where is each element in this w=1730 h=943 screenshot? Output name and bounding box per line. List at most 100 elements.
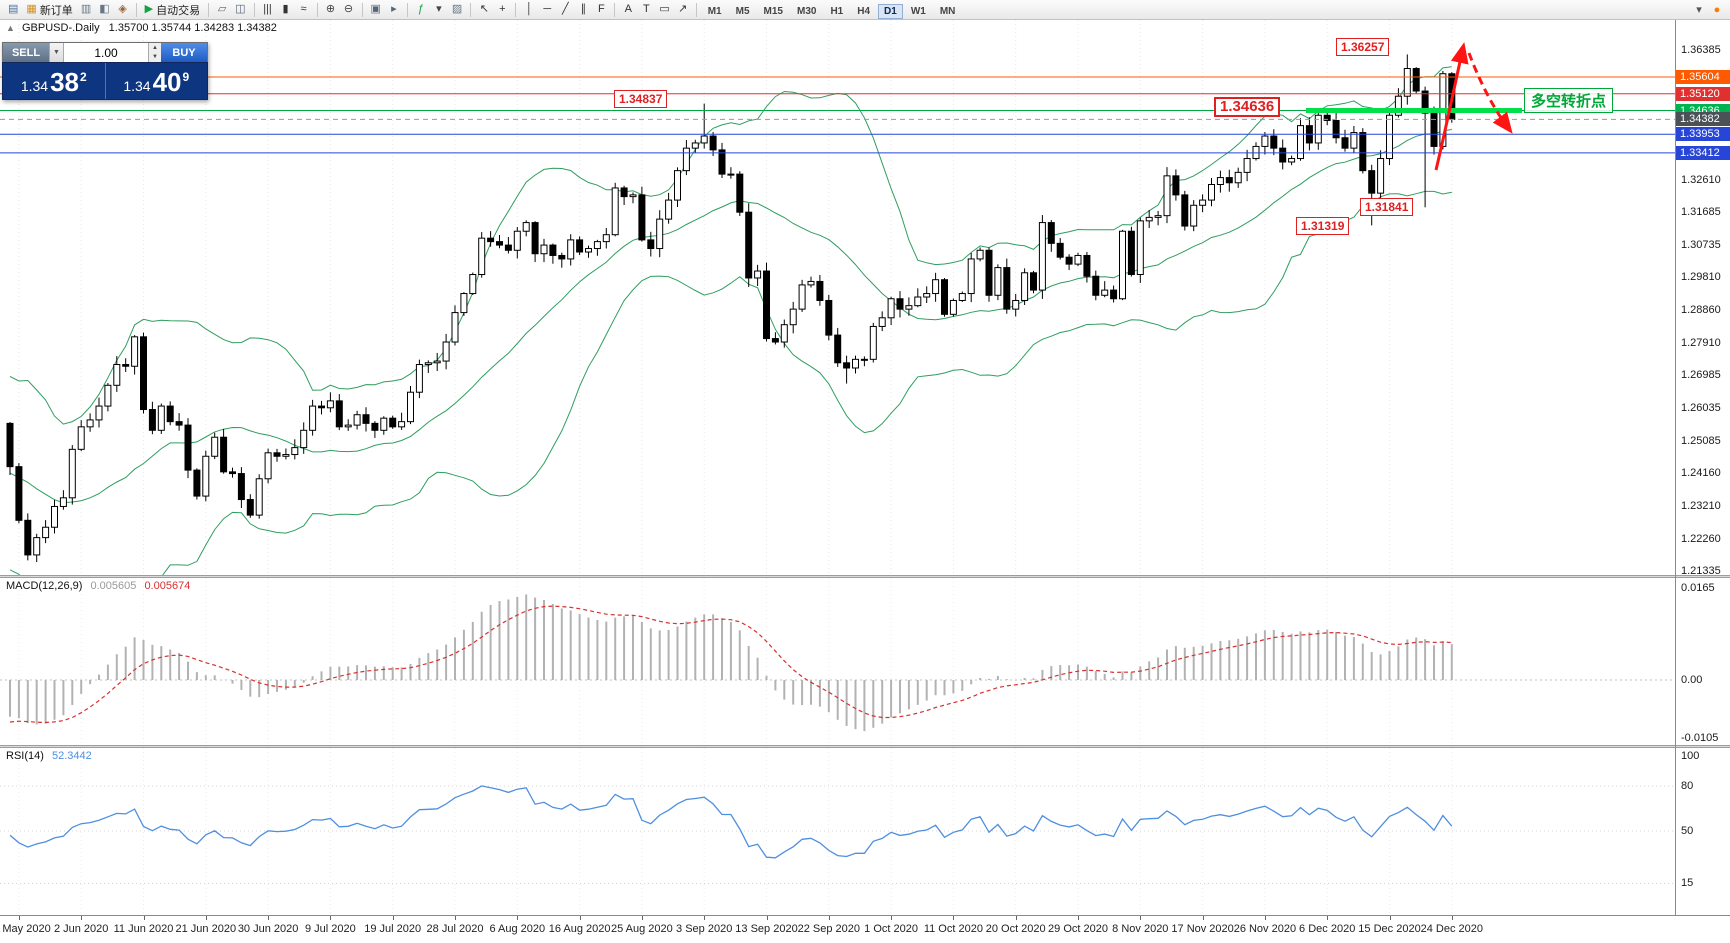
date-label[interactable]: 20 Oct 2020: [985, 923, 1046, 935]
horizontal-line-icon[interactable]: ─: [538, 1, 556, 18]
date-label[interactable]: 1 Oct 2020: [864, 923, 919, 935]
toolbar-separator: [470, 2, 472, 17]
community-icon[interactable]: ●: [1713, 3, 1721, 16]
cursor-icon[interactable]: ↖: [475, 1, 493, 18]
candlestick-chart-type-icon[interactable]: ▮: [277, 1, 295, 18]
chart-shift-icon[interactable]: ▸: [385, 1, 403, 18]
arrows-tool-icon[interactable]: ↗: [674, 1, 692, 18]
date-label[interactable]: 6 Dec 2020: [1299, 923, 1356, 935]
date-label[interactable]: 24 Dec 2020: [1420, 923, 1483, 935]
label-tool-icon[interactable]: T: [637, 1, 655, 18]
channel-icon[interactable]: ∥: [574, 1, 592, 18]
market-watch-icon[interactable]: ◧: [95, 1, 113, 18]
date-label[interactable]: 3 Sep 2020: [676, 923, 733, 935]
indicators-icon[interactable]: ƒ: [412, 1, 430, 18]
sell-button[interactable]: SELL: [3, 43, 49, 62]
up-arrow-annotation[interactable]: [1434, 42, 1469, 171]
candlestick-chart-type-icon: ▮: [282, 3, 289, 15]
price-axis[interactable]: 1.36385 1.32610 1.31685 1.30735 1.29810 1.288…: [1676, 20, 1730, 577]
price-callout[interactable]: 1.31319: [1296, 217, 1350, 235]
fibonacci-icon[interactable]: F: [592, 1, 610, 18]
volume-stepper[interactable]: ▲ ▼: [148, 43, 161, 62]
ask-price[interactable]: 1.34 40 9: [106, 63, 208, 99]
date-label[interactable]: 15 Dec 2020: [1358, 923, 1421, 935]
volume-up-icon[interactable]: ▲: [149, 43, 161, 53]
text-tool-icon[interactable]: A: [619, 1, 637, 18]
timeframe-mn[interactable]: MN: [939, 5, 956, 17]
date-label[interactable]: 9 Jul 2020: [305, 923, 356, 935]
date-label[interactable]: 17 Nov 2020: [1171, 923, 1234, 935]
rsi-axis[interactable]: 100 80 50 15: [1676, 748, 1730, 915]
date-label[interactable]: 11 Oct 2020: [923, 923, 983, 935]
date-label[interactable]: 21 Jun 2020: [175, 923, 237, 935]
date-label[interactable]: 16 Aug 2020: [548, 923, 611, 935]
date-label[interactable]: 25 Aug 2020: [610, 923, 673, 935]
bid-price[interactable]: 1.34 38 2: [3, 63, 106, 99]
zoom-out-icon[interactable]: ⊖: [340, 1, 358, 18]
date-label[interactable]: 19 Jul 2020: [364, 923, 422, 935]
order-type-dropdown[interactable]: ▼: [49, 43, 64, 62]
timeframe-m15[interactable]: M15: [763, 5, 783, 17]
rsi-panel[interactable]: [0, 748, 1675, 915]
line-chart-type-icon[interactable]: ≈: [295, 1, 313, 18]
timeframe-d1[interactable]: D1: [878, 3, 903, 19]
vertical-line-icon[interactable]: │: [520, 1, 538, 18]
buy-button[interactable]: BUY: [161, 43, 207, 62]
date-label[interactable]: 11 Jun 2020: [113, 923, 174, 935]
candlestick-series: [6, 54, 1456, 563]
timeframe-m1[interactable]: M1: [707, 5, 722, 17]
oneclick-collapse-icon[interactable]: ▲: [6, 23, 15, 33]
panel-separator[interactable]: [0, 745, 1730, 748]
price-callout[interactable]: 1.31841: [1360, 198, 1414, 216]
alerts-dropdown-icon[interactable]: ▾: [1696, 4, 1702, 16]
down-arrow-annotation[interactable]: [1467, 52, 1513, 134]
date-label[interactable]: 22 May 2020: [0, 923, 51, 935]
price-callout[interactable]: 1.34636: [1214, 97, 1281, 117]
tile-windows-icon[interactable]: ◫: [231, 1, 249, 18]
date-label[interactable]: 13 Sep 2020: [735, 923, 798, 935]
macd-panel[interactable]: [0, 578, 1675, 745]
date-label[interactable]: 22 Sep 2020: [797, 923, 860, 935]
rsi-axis-label: 80: [1681, 779, 1694, 792]
auto-scroll-icon[interactable]: ▣: [367, 1, 385, 18]
shapes-tool-icon[interactable]: ▭: [655, 1, 673, 18]
trendline-icon[interactable]: ╱: [556, 1, 574, 18]
timeframe-m5[interactable]: M5: [735, 5, 750, 17]
cascade-windows-icon[interactable]: ▱: [213, 1, 231, 18]
timeframe-w1[interactable]: W1: [910, 5, 926, 17]
time-tick: [143, 916, 145, 920]
zoom-in-icon[interactable]: ⊕: [322, 1, 340, 18]
templates-icon[interactable]: ▨: [448, 1, 466, 18]
timeframe-m30[interactable]: M30: [796, 5, 817, 17]
date-label[interactable]: 29 Oct 2020: [1048, 923, 1108, 935]
new-chart-icon[interactable]: ▤: [4, 1, 22, 18]
navigator-icon[interactable]: ◈: [114, 1, 132, 18]
timeframe-toolbar: M1 M5 M15 M30 H1 H4 D1 W1 MN: [701, 1, 963, 19]
price-callout[interactable]: 1.34837: [614, 90, 668, 108]
date-label[interactable]: 6 Aug 2020: [489, 923, 546, 935]
timeframe-h1[interactable]: H1: [830, 5, 844, 17]
timeframe-h4[interactable]: H4: [857, 5, 871, 17]
date-label[interactable]: 28 Jul 2020: [426, 923, 484, 935]
trade-panel-prices: 1.34 38 2 1.34 40 9: [2, 62, 208, 100]
bar-chart-type-icon[interactable]: |||: [259, 1, 277, 18]
volume-down-icon[interactable]: ▼: [149, 52, 161, 62]
volume-input[interactable]: 1.00: [64, 43, 148, 62]
price-chart[interactable]: [0, 20, 1675, 575]
price-callout[interactable]: 1.36257: [1336, 38, 1390, 56]
date-label[interactable]: 26 Nov 2020: [1233, 923, 1297, 935]
crosshair-icon[interactable]: +: [493, 1, 511, 18]
new-order-button[interactable]: ▦ 新订单: [22, 1, 76, 18]
auto-trading-button[interactable]: ▶ 自动交易: [141, 1, 204, 18]
zoom-out-icon: ⊖: [343, 3, 354, 15]
date-label[interactable]: 2 Jun 2020: [53, 923, 109, 935]
turning-point-note[interactable]: 多空转折点: [1524, 88, 1614, 113]
panel-separator[interactable]: [0, 575, 1730, 578]
profiles-icon[interactable]: ▥: [77, 1, 95, 18]
date-label[interactable]: 30 Jun 2020: [237, 923, 299, 935]
macd-axis[interactable]: 0.0165 0.00 -0.0105: [1676, 578, 1730, 745]
price-axis-label: 1.21335: [1681, 564, 1721, 577]
date-label[interactable]: 8 Nov 2020: [1112, 923, 1169, 935]
periods-dropdown-icon[interactable]: ▾: [430, 1, 448, 18]
